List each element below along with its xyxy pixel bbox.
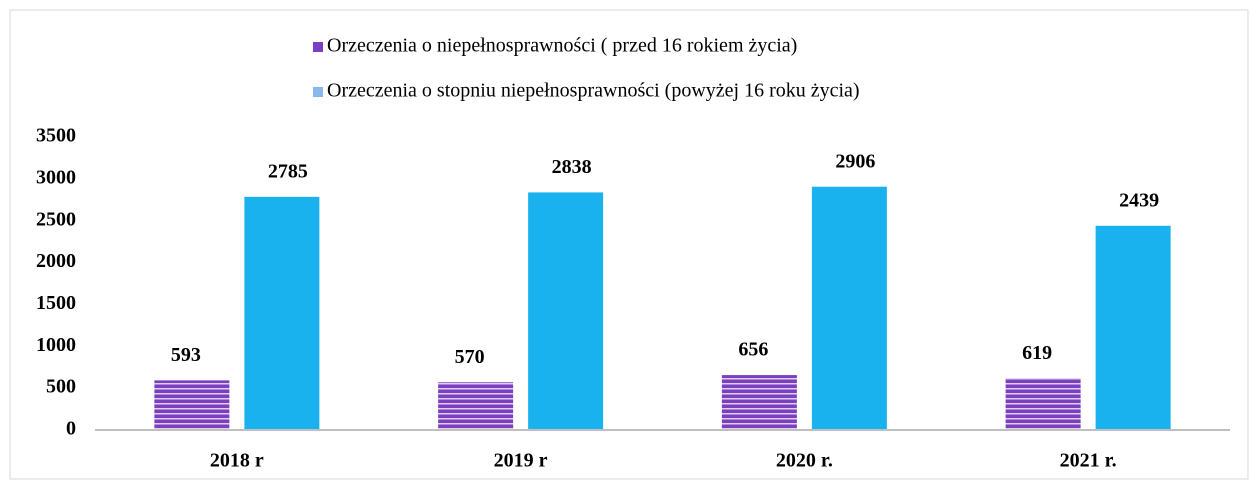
chart-border (9, 9, 1249, 480)
bar (438, 382, 514, 430)
bar (811, 186, 887, 430)
bar (1005, 378, 1081, 430)
value-label: 570 (455, 346, 485, 368)
value-label: 593 (171, 344, 201, 366)
value-label: 2838 (552, 156, 592, 178)
legend-swatch (313, 87, 323, 97)
value-label: 2785 (268, 160, 308, 182)
bar (1095, 225, 1171, 430)
x-tick-label: 2021 r. (1060, 450, 1117, 472)
legend-label: Orzeczenia o niepełnosprawności ( przed … (327, 35, 797, 57)
bar (528, 192, 604, 430)
y-tick-label: 500 (46, 376, 76, 398)
value-label: 2439 (1119, 189, 1159, 211)
bar (244, 196, 320, 430)
value-label: 619 (1022, 342, 1052, 364)
bar (154, 380, 230, 430)
y-tick-label: 3500 (36, 125, 76, 147)
bar (721, 375, 797, 430)
y-tick-label: 3000 (36, 166, 76, 188)
x-tick-label: 2020 r. (776, 450, 833, 472)
x-tick-label: 2019 r (494, 450, 548, 472)
legend-swatch (313, 42, 323, 52)
y-tick-label: 2000 (36, 250, 76, 272)
y-tick-label: 1000 (36, 334, 76, 356)
legend-label: Orzeczenia o stopniu niepełnosprawności … (327, 80, 860, 102)
y-tick-label: 2500 (36, 208, 76, 230)
x-tick-label: 2018 r (210, 450, 264, 472)
value-label: 2906 (835, 150, 875, 172)
y-tick-label: 1500 (36, 292, 76, 314)
value-label: 656 (738, 339, 768, 361)
y-tick-label: 0 (66, 418, 76, 440)
